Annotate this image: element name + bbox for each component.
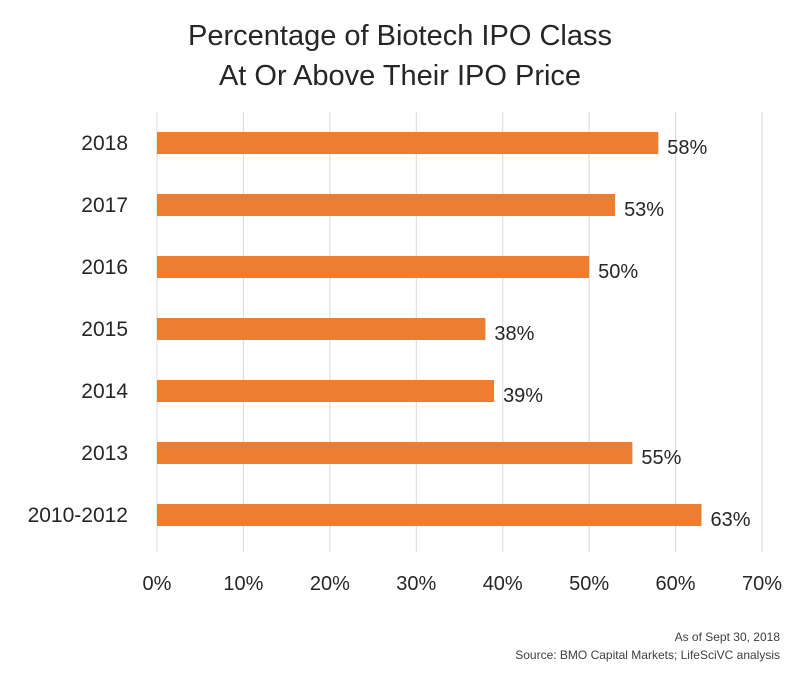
chart-title: Percentage of Biotech IPO Class At Or Abo… xyxy=(188,20,612,92)
data-label: 39% xyxy=(503,385,543,407)
bar xyxy=(157,442,633,464)
x-tick-label: 0% xyxy=(143,573,172,595)
data-label: 53% xyxy=(624,199,664,221)
x-tick-label: 70% xyxy=(742,573,782,595)
data-label: 63% xyxy=(711,509,751,531)
category-label: 2015 xyxy=(81,318,128,341)
bar xyxy=(157,380,495,402)
category-label: 2017 xyxy=(81,194,128,217)
bar xyxy=(157,504,702,526)
x-tick-label: 60% xyxy=(656,573,696,595)
category-label: 2018 xyxy=(81,132,128,155)
data-label: 38% xyxy=(494,323,534,345)
value-labels: 58% 53% 50% 38% 39% 55% 63% xyxy=(494,137,750,531)
source-note: Source: BMO Capital Markets; LifeSciVC a… xyxy=(515,648,780,662)
data-label: 55% xyxy=(641,447,681,469)
chart-title-line: At Or Above Their IPO Price xyxy=(219,60,581,92)
bars xyxy=(157,132,702,526)
bar xyxy=(157,318,486,340)
chart-title-line: Percentage of Biotech IPO Class xyxy=(188,20,612,52)
x-axis-tick-labels: 0% 10% 20% 30% 40% 50% 60% 70% xyxy=(143,573,783,595)
x-tick-label: 50% xyxy=(569,573,609,595)
data-label: 58% xyxy=(667,137,707,159)
category-label: 2014 xyxy=(81,380,128,403)
source-note: As of Sept 30, 2018 xyxy=(675,630,781,644)
bar xyxy=(157,256,590,278)
x-tick-label: 40% xyxy=(483,573,523,595)
category-label: 2013 xyxy=(81,442,128,465)
x-tick-label: 20% xyxy=(310,573,350,595)
category-label: 2016 xyxy=(81,256,128,279)
data-label: 50% xyxy=(598,261,638,283)
category-label: 2010-2012 xyxy=(28,504,128,527)
source-notes: As of Sept 30, 2018 Source: BMO Capital M… xyxy=(515,630,780,662)
x-tick-label: 30% xyxy=(396,573,436,595)
category-labels: 2018 2017 2016 2015 2014 2013 2010-2012 xyxy=(28,132,129,527)
bar xyxy=(157,194,616,216)
bar xyxy=(157,132,659,154)
x-tick-label: 10% xyxy=(223,573,263,595)
